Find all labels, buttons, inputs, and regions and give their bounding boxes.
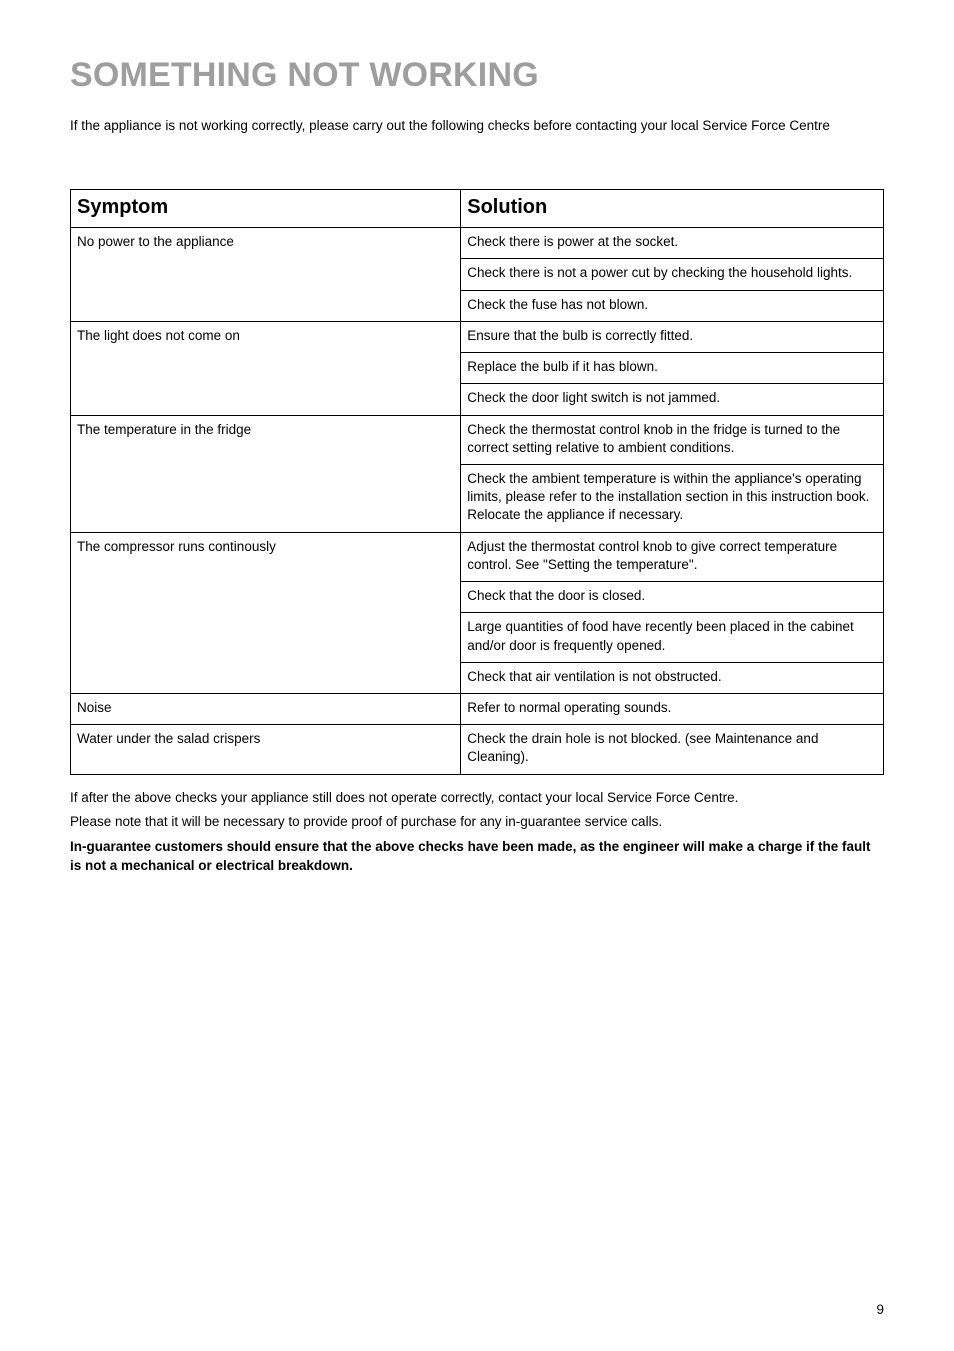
solution-cell: Check that air ventilation is not obstru… (461, 662, 884, 693)
note-3: In-guarantee customers should ensure tha… (70, 838, 884, 876)
notes-section: If after the above checks your appliance… (70, 789, 884, 877)
note-2: Please note that it will be necessary to… (70, 813, 884, 832)
solution-cell: Check the ambient temperature is within … (461, 464, 884, 532)
solution-cell: Check the fuse has not blown. (461, 290, 884, 321)
troubleshooting-table: Symptom Solution No power to the applian… (70, 189, 884, 774)
table-row: The temperature in the fridgeCheck the t… (71, 415, 884, 464)
solution-cell: Check there is power at the socket. (461, 228, 884, 259)
table-row: The light does not come onEnsure that th… (71, 321, 884, 352)
solution-cell: Check that the door is closed. (461, 582, 884, 613)
page-title: SOMETHING NOT WORKING (70, 56, 884, 95)
solution-cell: Check the drain hole is not blocked. (se… (461, 725, 884, 774)
solution-cell: Large quantities of food have recently b… (461, 613, 884, 662)
symptom-cell: The light does not come on (71, 321, 461, 415)
solution-cell: Adjust the thermostat control knob to gi… (461, 532, 884, 581)
page-number: 9 (876, 1302, 884, 1317)
symptom-cell: Noise (71, 693, 461, 724)
solution-cell: Refer to normal operating sounds. (461, 693, 884, 724)
solution-cell: Ensure that the bulb is correctly fitted… (461, 321, 884, 352)
table-row: Water under the salad crispersCheck the … (71, 725, 884, 774)
solution-cell: Replace the bulb if it has blown. (461, 353, 884, 384)
symptom-cell: The temperature in the fridge (71, 415, 461, 532)
solution-cell: Check there is not a power cut by checki… (461, 259, 884, 290)
table-row: No power to the applianceCheck there is … (71, 228, 884, 259)
symptom-cell: Water under the salad crispers (71, 725, 461, 774)
header-symptom: Symptom (71, 190, 461, 228)
note-1: If after the above checks your appliance… (70, 789, 884, 808)
solution-cell: Check the door light switch is not jamme… (461, 384, 884, 415)
table-body: No power to the applianceCheck there is … (71, 228, 884, 774)
symptom-cell: The compressor runs continously (71, 532, 461, 693)
header-solution: Solution (461, 190, 884, 228)
symptom-cell: No power to the appliance (71, 228, 461, 322)
table-row: NoiseRefer to normal operating sounds. (71, 693, 884, 724)
intro-text: If the appliance is not working correctl… (70, 117, 884, 135)
solution-cell: Check the thermostat control knob in the… (461, 415, 884, 464)
table-header-row: Symptom Solution (71, 190, 884, 228)
table-row: The compressor runs continouslyAdjust th… (71, 532, 884, 581)
